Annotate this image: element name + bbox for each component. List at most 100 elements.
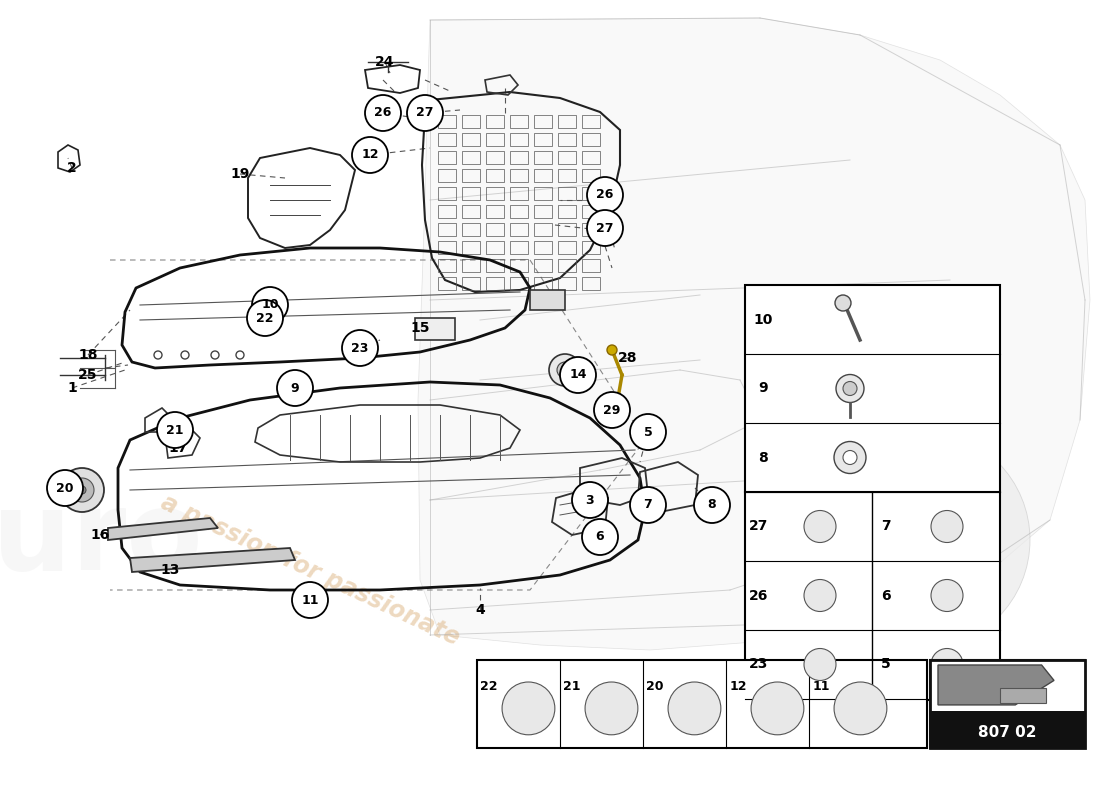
Circle shape: [843, 382, 857, 395]
Text: 24: 24: [375, 55, 395, 69]
Circle shape: [248, 300, 283, 336]
Bar: [462, 205, 480, 218]
Text: 22: 22: [481, 680, 497, 693]
Text: 29: 29: [603, 403, 620, 417]
Bar: [582, 133, 600, 146]
Text: 7: 7: [881, 519, 891, 534]
Bar: [477, 660, 927, 748]
Polygon shape: [108, 518, 218, 540]
Circle shape: [292, 582, 328, 618]
Bar: [462, 151, 480, 164]
Polygon shape: [130, 548, 295, 572]
Text: 26: 26: [374, 106, 392, 119]
Bar: [462, 187, 480, 200]
Text: 10: 10: [262, 298, 278, 311]
Text: 8: 8: [707, 498, 716, 511]
Bar: [582, 205, 600, 218]
Circle shape: [835, 295, 851, 311]
Bar: [462, 223, 480, 236]
Text: 7: 7: [644, 498, 652, 511]
Circle shape: [810, 430, 1030, 650]
Bar: [462, 241, 480, 254]
Text: 5: 5: [881, 658, 891, 671]
Bar: [558, 151, 576, 164]
Circle shape: [668, 682, 720, 734]
Circle shape: [694, 487, 730, 523]
Text: 19: 19: [230, 167, 250, 181]
Circle shape: [587, 177, 623, 213]
Circle shape: [804, 510, 836, 542]
Text: 9: 9: [758, 382, 768, 395]
Text: 13: 13: [161, 563, 179, 577]
Text: 21: 21: [563, 680, 581, 693]
Text: 17: 17: [168, 441, 188, 455]
Circle shape: [560, 357, 596, 393]
Bar: [582, 277, 600, 290]
Bar: [930, 660, 1085, 748]
Text: 6: 6: [881, 589, 891, 602]
Text: 807 02: 807 02: [978, 725, 1036, 740]
Bar: [438, 151, 456, 164]
Bar: [930, 660, 1085, 748]
Text: 26: 26: [749, 589, 769, 602]
Text: 20: 20: [647, 680, 663, 693]
Bar: [438, 205, 456, 218]
Text: euro: euro: [0, 486, 202, 594]
Bar: [558, 259, 576, 272]
Bar: [1000, 688, 1046, 703]
Bar: [534, 151, 552, 164]
Circle shape: [931, 579, 962, 611]
Circle shape: [850, 470, 990, 610]
Bar: [486, 205, 504, 218]
Bar: [582, 241, 600, 254]
Circle shape: [585, 682, 638, 734]
Bar: [510, 151, 528, 164]
Text: 1: 1: [67, 381, 77, 395]
Circle shape: [78, 486, 86, 494]
Text: 4: 4: [475, 603, 485, 617]
Bar: [534, 277, 552, 290]
Bar: [534, 115, 552, 128]
Polygon shape: [938, 665, 1054, 705]
Text: 22: 22: [256, 311, 274, 325]
Bar: [486, 169, 504, 182]
Text: 11: 11: [812, 680, 829, 693]
Bar: [486, 277, 504, 290]
Circle shape: [277, 370, 313, 406]
Bar: [486, 241, 504, 254]
Bar: [486, 223, 504, 236]
Bar: [558, 241, 576, 254]
Circle shape: [352, 137, 388, 173]
Bar: [582, 151, 600, 164]
Text: 27: 27: [416, 106, 433, 119]
Circle shape: [836, 374, 864, 402]
Bar: [438, 241, 456, 254]
Circle shape: [843, 450, 857, 465]
Bar: [558, 187, 576, 200]
Circle shape: [834, 442, 866, 474]
Text: 25: 25: [78, 368, 98, 382]
Bar: [582, 187, 600, 200]
Circle shape: [549, 354, 581, 386]
Bar: [558, 277, 576, 290]
Bar: [510, 205, 528, 218]
Polygon shape: [418, 18, 1090, 650]
Bar: [510, 187, 528, 200]
Bar: [558, 169, 576, 182]
Bar: [510, 169, 528, 182]
Circle shape: [607, 345, 617, 355]
Bar: [582, 259, 600, 272]
Circle shape: [751, 682, 804, 734]
Circle shape: [342, 330, 378, 366]
Text: a passion for passionate: a passion for passionate: [157, 490, 463, 650]
Circle shape: [630, 414, 666, 450]
Bar: [510, 115, 528, 128]
Text: 27: 27: [596, 222, 614, 234]
Text: 23: 23: [749, 658, 769, 671]
Circle shape: [834, 682, 887, 734]
Bar: [510, 241, 528, 254]
Bar: [510, 223, 528, 236]
Text: 15: 15: [410, 321, 430, 335]
Circle shape: [252, 287, 288, 323]
Circle shape: [557, 362, 573, 378]
